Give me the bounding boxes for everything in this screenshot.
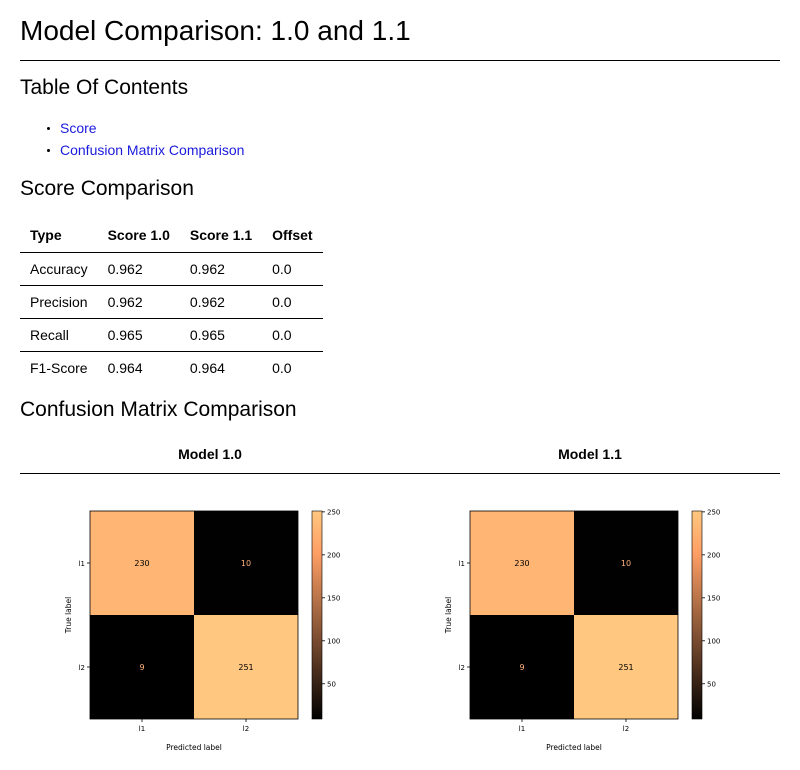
matrix-cell xyxy=(194,615,298,719)
toc-item: Score xyxy=(46,117,244,139)
confusion-matrix-svg: 230 10 9 251 l1 l2 l1 l2 Predicted label True lab… xyxy=(444,508,720,752)
table-cell: 0.965 xyxy=(97,318,180,352)
toc-item: Confusion Matrix Comparison xyxy=(46,139,245,161)
score-table: Type Score 1.0 Score 1.1 Offset Accuracy… xyxy=(20,217,323,384)
colorbar-tick-label: 50 xyxy=(327,680,336,688)
colorbar-tick-label: 200 xyxy=(327,551,340,559)
matrix-cell xyxy=(470,511,574,615)
cell-value-label: 10 xyxy=(621,559,631,568)
colorbar-tick-label: 200 xyxy=(707,551,720,559)
confusion-matrix-chart-1: 230 10 9 251 l1 l2 l1 l2 Predicted label True lab… xyxy=(20,495,400,760)
table-cell: 0.962 xyxy=(97,285,180,319)
table-cell: 0.0 xyxy=(262,351,323,384)
table-cell: Accuracy xyxy=(20,252,98,286)
score-heading: Score Comparison xyxy=(20,177,194,200)
colorbar xyxy=(691,510,703,720)
table-cell: F1-Score xyxy=(20,351,98,384)
y-tick-label: l1 xyxy=(459,560,465,568)
cell-value-label: 9 xyxy=(519,663,524,672)
plot-frame xyxy=(89,510,299,720)
matrix-cell xyxy=(194,511,298,615)
table-cell: 0.964 xyxy=(97,351,180,384)
model-label-left: Model 1.0 xyxy=(178,446,242,462)
table-header-row: Type Score 1.0 Score 1.1 Offset xyxy=(20,217,323,253)
x-tick-label: l1 xyxy=(519,725,525,733)
matrix-cell xyxy=(90,615,194,719)
x-tick-label: l2 xyxy=(243,725,249,733)
table-cell: 0.962 xyxy=(97,252,180,286)
plot-frame xyxy=(469,510,679,720)
cell-value-label: 251 xyxy=(618,663,633,672)
confusion-heading: Confusion Matrix Comparison xyxy=(20,398,297,421)
column-header: Type xyxy=(30,226,62,243)
table-cell: 0.0 xyxy=(262,285,323,319)
table-cell: Precision xyxy=(20,285,98,319)
cell-value-label: 230 xyxy=(514,559,529,568)
colorbar-tick-label: 150 xyxy=(327,594,340,602)
colorbar-tick-label: 250 xyxy=(707,508,720,516)
colorbar-tick-label: 250 xyxy=(327,508,340,516)
table-cell: 0.964 xyxy=(179,351,263,384)
x-tick-label: l2 xyxy=(623,725,629,733)
title-divider xyxy=(20,60,780,61)
colorbar-tick-label: 100 xyxy=(707,637,720,645)
table-cell: 0.965 xyxy=(179,318,263,352)
cell-value-label: 9 xyxy=(139,663,144,672)
y-tick-label: l2 xyxy=(79,664,85,672)
colorbar-tick-label: 50 xyxy=(707,680,716,688)
colorbar-tick-label: 150 xyxy=(707,594,720,602)
table-cell: 0.0 xyxy=(262,318,323,352)
page-title: Model Comparison: 1.0 and 1.1 xyxy=(20,15,411,46)
x-axis-label: Predicted label xyxy=(546,743,602,752)
matrix-cell xyxy=(90,511,194,615)
table-row: Accuracy 0.962 0.962 0.0 xyxy=(20,252,323,286)
confusion-matrix-svg: 230 10 9 251 l1 l2 l1 l2 Predicted label True lab… xyxy=(64,508,340,752)
cell-value-label: 251 xyxy=(238,663,253,672)
toc-list: Score Confusion Matrix Comparison xyxy=(20,117,244,161)
column-header: Score 1.0 xyxy=(107,226,170,243)
toc-link-confusion-matrix[interactable]: Confusion Matrix Comparison xyxy=(60,142,245,158)
table-row: Precision 0.962 0.962 0.0 xyxy=(20,285,323,319)
table-cell: 0.962 xyxy=(179,285,263,319)
y-axis-label: True label xyxy=(64,597,73,634)
column-header: Score 1.1 xyxy=(189,226,253,243)
matrix-cell xyxy=(574,615,678,719)
model-label-right: Model 1.1 xyxy=(558,446,622,462)
toc-link-score[interactable]: Score xyxy=(60,120,97,136)
matrix-cell xyxy=(574,511,678,615)
cell-value-label: 10 xyxy=(241,559,251,568)
confusion-matrix-chart-2: 230 10 9 251 l1 l2 l1 l2 Predicted label True lab… xyxy=(400,495,780,760)
x-tick-label: l1 xyxy=(139,725,145,733)
toc-heading: Table Of Contents xyxy=(20,76,189,99)
table-cell: 0.962 xyxy=(179,252,263,286)
table-cell: 0.0 xyxy=(262,252,323,286)
table-cell: Recall xyxy=(20,318,98,352)
table-row: Recall 0.965 0.965 0.0 xyxy=(20,318,323,352)
matrix-cell xyxy=(470,615,574,719)
colorbar-tick-label: 100 xyxy=(327,637,340,645)
y-tick-label: l2 xyxy=(459,664,465,672)
table-row: F1-Score 0.964 0.964 0.0 xyxy=(20,351,323,384)
x-axis-label: Predicted label xyxy=(166,743,222,752)
confusion-header-row: Model 1.0 Model 1.1 xyxy=(20,436,780,474)
colorbar xyxy=(311,510,323,720)
column-header: Offset xyxy=(272,226,313,243)
y-tick-label: l1 xyxy=(79,560,85,568)
cell-value-label: 230 xyxy=(134,559,149,568)
y-axis-label: True label xyxy=(444,597,453,634)
